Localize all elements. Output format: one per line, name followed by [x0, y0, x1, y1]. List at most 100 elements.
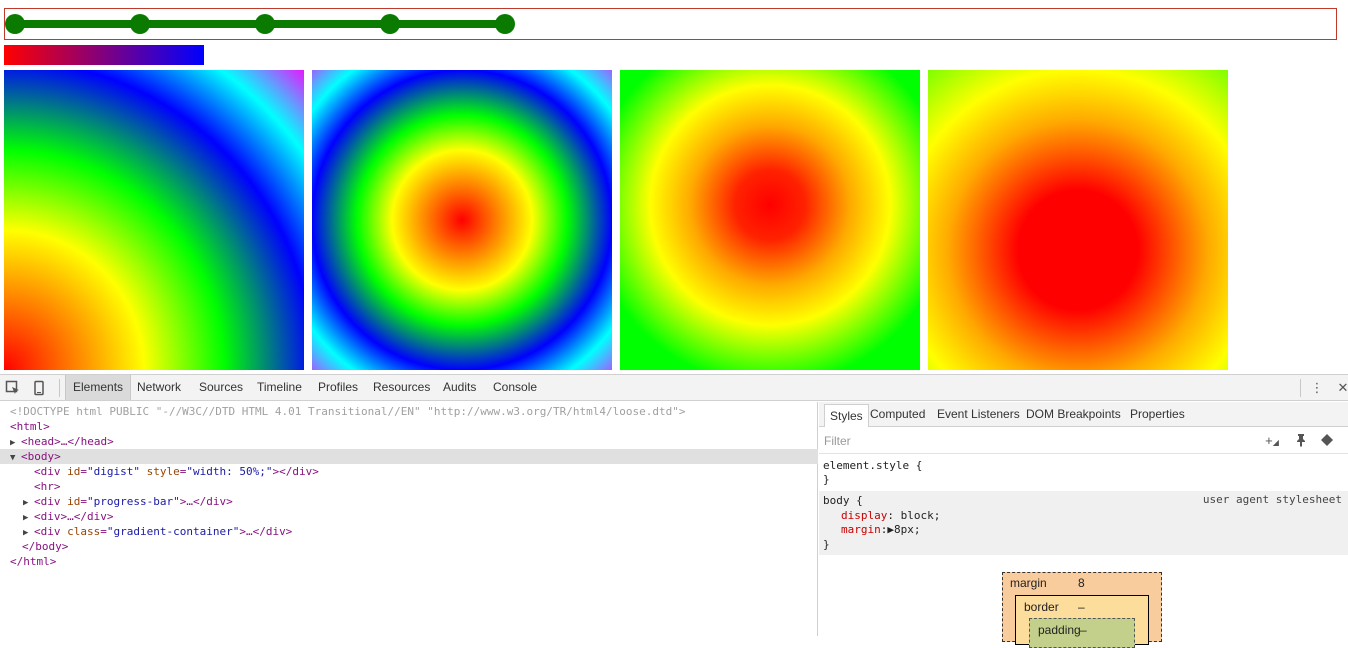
styles-filter-bar: +◢: [819, 428, 1348, 454]
doctype-text: <!DOCTYPE html PUBLIC "-//W3C//DTD HTML …: [10, 405, 686, 418]
tag-close: >…</div>: [239, 525, 293, 538]
pin-icon[interactable]: [1293, 433, 1309, 449]
box-model-margin[interactable]: margin 8 border – padding –: [1002, 572, 1162, 648]
expand-triangle-icon[interactable]: ▶: [23, 528, 29, 538]
html-open-tag: <html>: [10, 420, 50, 433]
border-label: border: [1024, 600, 1059, 614]
margin-label: margin: [1010, 576, 1047, 590]
margin-value[interactable]: 8: [1078, 576, 1085, 590]
close-devtools-icon[interactable]: ✕: [1337, 380, 1348, 395]
dom-html-open[interactable]: <html>: [0, 419, 818, 434]
inspect-element-icon[interactable]: [5, 380, 21, 396]
property-name: display: [841, 509, 888, 522]
body-close-tag: </body>: [22, 540, 69, 553]
tag-open: <div: [34, 465, 68, 478]
toolbar-separator: [1300, 379, 1301, 397]
expand-triangle-icon[interactable]: ▶: [10, 438, 16, 448]
toolbar-separator: [59, 379, 60, 397]
dom-div-gradient-container[interactable]: ▶ <div class="gradient-container">…</div>: [0, 524, 818, 539]
dom-hr[interactable]: <hr>: [0, 479, 818, 494]
user-agent-stylesheet-label[interactable]: user agent stylesheet: [1202, 493, 1342, 506]
attr-value: "digist": [87, 465, 140, 478]
expand-triangle-icon[interactable]: ▶: [23, 513, 29, 523]
hr-tag: <hr>: [34, 480, 61, 493]
dom-body-close[interactable]: </body>: [0, 539, 818, 554]
digist-step-container: [4, 8, 1337, 40]
styles-pane: Styles Computed Event Listeners DOM Brea…: [819, 402, 1348, 648]
device-mode-icon[interactable]: [31, 380, 47, 396]
styles-filter-input[interactable]: [822, 432, 1122, 450]
tab-dom-breakpoints[interactable]: DOM Breakpoints: [1026, 407, 1121, 421]
prop-display[interactable]: display: block;: [841, 509, 940, 523]
tab-elements[interactable]: Elements: [65, 375, 132, 400]
attr-value: "width: 50%;": [186, 465, 273, 478]
dom-doctype[interactable]: <!DOCTYPE html PUBLIC "-//W3C//DTD HTML …: [0, 404, 818, 419]
border-value[interactable]: –: [1078, 600, 1085, 614]
property-value: :▶8px;: [880, 523, 921, 536]
rule-close-brace: }: [823, 473, 830, 486]
expand-triangle-icon[interactable]: ▶: [23, 498, 29, 508]
tab-properties[interactable]: Properties: [1130, 407, 1185, 421]
attr-value: "gradient-container": [106, 525, 240, 538]
dom-body-open[interactable]: ▼ <body>: [0, 449, 818, 464]
element-style-rule[interactable]: element.style { }: [819, 457, 1348, 489]
tab-network[interactable]: Network: [137, 380, 182, 394]
dom-div-plain[interactable]: ▶ <div>…</div>: [0, 509, 818, 524]
div-tag: <div>…</div>: [34, 510, 114, 523]
tag-open: <div: [34, 525, 68, 538]
dom-head[interactable]: ▶ <head>…</head>: [0, 434, 818, 449]
radial-gradient-rainbow-rings: [312, 70, 612, 370]
tab-profiles[interactable]: Profiles: [318, 380, 359, 394]
attr-name: id: [67, 495, 81, 508]
devtools-panel: Elements Network Sources Timeline Profil…: [0, 374, 1348, 648]
tab-resources[interactable]: Resources: [373, 380, 431, 394]
page-viewport: [4, 8, 1337, 370]
body-open-tag: <body>: [21, 450, 61, 463]
body-ua-rule[interactable]: body { user agent stylesheet display: bl…: [819, 491, 1348, 555]
step-dot: [130, 14, 150, 34]
styles-tabs: Styles Computed Event Listeners DOM Brea…: [819, 402, 1348, 427]
dom-div-digist[interactable]: <div id="digist" style="width: 50%;"></d…: [34, 465, 319, 478]
attr-value: "progress-bar": [87, 495, 180, 508]
color-format-icon[interactable]: [1319, 433, 1335, 449]
html-close-tag: </html>: [10, 555, 57, 568]
more-options-icon[interactable]: ⋮: [1310, 380, 1324, 395]
property-value: : block;: [887, 509, 941, 522]
radial-gradient-corner: [4, 70, 304, 370]
step-dot: [5, 14, 25, 34]
tab-styles[interactable]: Styles: [824, 404, 869, 427]
property-name: margin: [841, 523, 881, 536]
tab-console[interactable]: Console: [493, 380, 538, 394]
collapse-triangle-icon[interactable]: ▼: [10, 453, 16, 463]
radial-gradient-red-center: [620, 70, 920, 370]
dom-html-close[interactable]: </html>: [0, 554, 818, 569]
prop-margin[interactable]: margin:▶8px;: [841, 523, 921, 537]
selector-element-style: element.style {: [823, 459, 923, 472]
step-dot: [255, 14, 275, 34]
tab-audits[interactable]: Audits: [443, 380, 477, 394]
tab-timeline[interactable]: Timeline: [257, 380, 302, 394]
step-dot: [380, 14, 400, 34]
rule-close-brace: }: [823, 538, 830, 551]
box-model-border[interactable]: border – padding –: [1015, 595, 1149, 648]
tab-sources[interactable]: Sources: [199, 380, 244, 394]
box-model-diagram: margin 8 border – padding –: [1002, 572, 1162, 648]
padding-value[interactable]: –: [1080, 623, 1087, 637]
radial-gradient-red-large: [928, 70, 1228, 370]
tag-close: ></div>: [272, 465, 319, 478]
attr-name: class: [67, 525, 101, 538]
tab-event-listeners[interactable]: Event Listeners: [937, 407, 1020, 421]
dom-tree-pane: <!DOCTYPE html PUBLIC "-//W3C//DTD HTML …: [0, 402, 818, 636]
attr-name: style: [139, 465, 180, 478]
new-style-rule-icon[interactable]: +◢: [1265, 433, 1279, 448]
tag-close: >…</div>: [179, 495, 233, 508]
tag-open: <div: [34, 495, 68, 508]
dom-div-progress-bar[interactable]: ▶ <div id="progress-bar">…</div>: [0, 494, 818, 509]
tab-computed[interactable]: Computed: [870, 407, 926, 421]
attr-name: id: [67, 465, 81, 478]
devtools-toolbar: Elements Network Sources Timeline Profil…: [0, 375, 1348, 401]
box-model-padding[interactable]: padding –: [1029, 618, 1135, 648]
step-dot: [495, 14, 515, 34]
selector-body: body {: [823, 494, 863, 507]
head-tag: <head>…</head>: [21, 435, 114, 448]
